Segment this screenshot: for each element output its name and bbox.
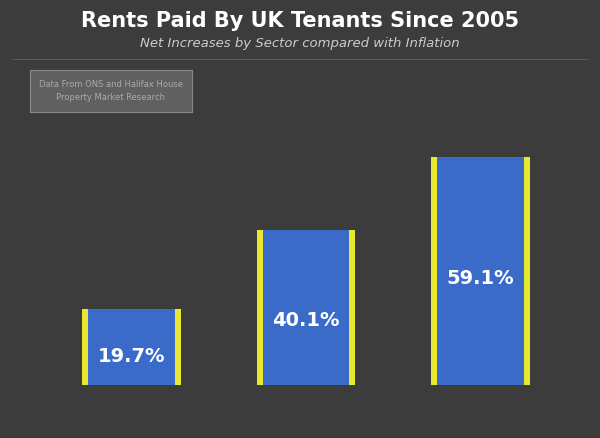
Text: Rents Paid By UK Tenants Since 2005: Rents Paid By UK Tenants Since 2005 — [81, 11, 519, 31]
Text: 40.1%: 40.1% — [272, 311, 340, 330]
Text: 59.1%: 59.1% — [447, 268, 514, 288]
Bar — [431, 157, 530, 385]
Bar — [82, 309, 181, 385]
Bar — [88, 309, 175, 385]
Bar — [437, 157, 524, 385]
Text: Data From ONS and Halifax House
Property Market Research: Data From ONS and Halifax House Property… — [39, 80, 183, 102]
Bar — [263, 230, 349, 385]
Bar — [257, 230, 355, 385]
Text: Net Increases by Sector compared with Inflation: Net Increases by Sector compared with In… — [140, 37, 460, 50]
Text: 19.7%: 19.7% — [98, 347, 165, 366]
